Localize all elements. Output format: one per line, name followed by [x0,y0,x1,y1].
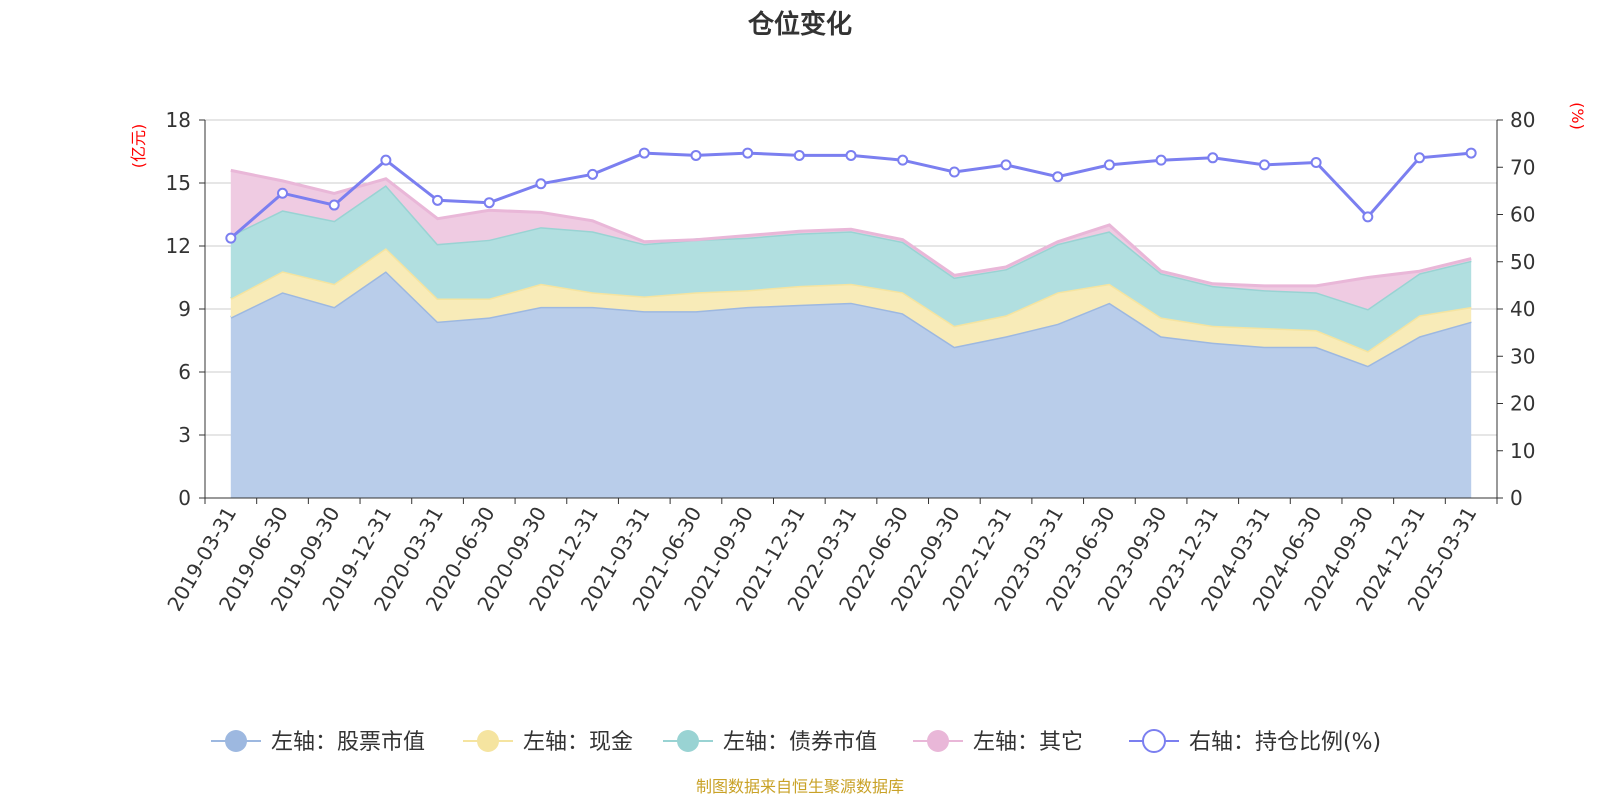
right-axis-tick-label: 20 [1510,392,1535,416]
ratio-point [897,154,909,166]
ratio-point [432,194,444,206]
ratio-point [225,232,237,244]
legend-label: 左轴：其它 [973,730,1083,755]
legend: 左轴：股票市值 左轴：现金 左轴：债券市值 左轴：其它 右轴：持仓比例(%) [211,729,1381,755]
legend-marker [1142,729,1166,753]
area-series-edge [230,168,1472,288]
legend-marker [927,730,949,752]
left-axis-tick-label: 6 [178,360,191,384]
left-axis-tick-label: 0 [178,486,191,510]
right-axis-tick-label: 60 [1510,203,1535,227]
area-series [230,271,1472,498]
position-ratio-line [225,147,1477,244]
right-axis-tick-label: 50 [1510,250,1535,274]
right-axis-tick-label: 40 [1510,297,1535,321]
area-series [230,185,1472,351]
left-axis-tick-label: 12 [166,234,191,258]
legend-marker [477,730,499,752]
data-source-note: 制图数据来自恒生聚源数据库 [696,777,904,796]
ratio-point [742,147,754,159]
ratio-point [1103,159,1115,171]
ratio-point [1413,152,1425,164]
right-axis-tick-label: 70 [1510,155,1535,179]
left-axis-tick-label: 3 [178,423,191,447]
stacked-areas [230,168,1472,498]
area-series [230,248,1472,366]
legend-label: 左轴：债券市值 [723,730,877,755]
area-series [230,170,1472,309]
right-axis-tick-label: 0 [1510,486,1523,510]
ratio-point [1207,152,1219,164]
ratio-point [1155,154,1167,166]
chart-title: 仓位变化 [747,9,852,40]
ratio-point [638,147,650,159]
legend-label: 左轴：股票市值 [271,730,425,755]
legend-label: 右轴：持仓比例(%) [1189,730,1381,755]
ratio-point [1362,211,1374,223]
legend-marker [677,730,699,752]
right-axis-tick-label: 80 [1510,108,1535,132]
left-axis-tick-label: 15 [166,171,191,195]
ratio-point [1052,171,1064,183]
right-axis-tick-label: 30 [1510,344,1535,368]
ratio-point [793,149,805,161]
ratio-point [328,199,340,211]
ratio-point [1310,157,1322,169]
ratio-point [948,166,960,178]
left-axis-tick-label: 9 [178,297,191,321]
ratio-point [1465,147,1477,159]
legend-label: 左轴：现金 [523,730,633,755]
ratio-point [587,168,599,180]
ratio-point [1000,159,1012,171]
ratio-point [845,149,857,161]
legend-marker [225,730,247,752]
ratio-point [277,187,289,199]
left-axis-tick-label: 18 [166,108,191,132]
ratio-point [535,178,547,190]
ratio-point [483,197,495,209]
right-axis-tick-label: 10 [1510,439,1535,463]
left-axis-unit: (亿元) [129,124,148,169]
ratio-point [380,154,392,166]
right-axis-unit: (%) [1568,102,1587,130]
ratio-point [690,149,702,161]
ratio-point [1258,159,1270,171]
